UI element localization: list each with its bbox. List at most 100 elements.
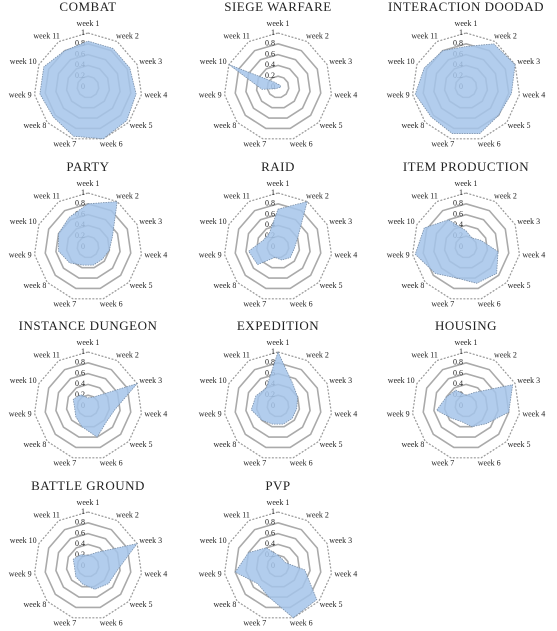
category-label: week 9 [9,250,32,259]
category-label: week 9 [387,409,410,418]
chart-title: PVP [265,478,290,493]
chart-title: COMBAT [59,0,116,14]
category-label: week 6 [290,139,313,148]
category-label: week 8 [213,440,236,449]
chart-title: INTERACTION DOODAD [388,0,544,14]
radar-area [250,350,299,425]
grid-ring [44,202,132,290]
grid-ring [245,213,311,279]
category-label: week 7 [243,139,266,148]
radar-area [234,547,318,619]
category-label: week 1 [77,19,100,28]
r-tick-label: 0.8 [265,358,275,367]
category-label: week 5 [320,121,343,130]
category-label: week 11 [223,510,250,519]
grid-ring [245,53,311,119]
category-label: week 3 [517,217,540,226]
grid-ring [234,202,322,290]
r-tick-label: 1 [81,347,85,356]
radar-area [72,382,139,438]
r-tick-label: 1 [271,28,275,37]
category-label: week 2 [306,31,329,40]
r-tick-label: 0.8 [265,199,275,208]
category-label: week 1 [267,179,290,188]
category-label: week 4 [334,90,357,99]
category-label: week 6 [478,299,501,308]
chart-title: EXPEDITION [237,318,319,333]
r-tick-label: 0.2 [75,550,85,559]
r-tick-label: 0.4 [75,539,85,548]
r-tick-label: 1 [81,28,85,37]
category-label: week 4 [334,250,357,259]
category-label: week 4 [522,409,545,418]
grid-ring [234,521,322,609]
category-label: week 2 [116,191,139,200]
category-label: week 2 [494,350,517,359]
category-label: week 9 [9,409,32,418]
r-tick-label: 1 [271,188,275,197]
category-label: week 4 [334,569,357,578]
chart-title: RAID [261,159,295,174]
category-label: week 8 [401,440,424,449]
category-label: week 5 [130,440,153,449]
chart-title: PARTY [66,159,109,174]
category-label: week 11 [33,350,60,359]
category-label: week 10 [200,536,227,545]
chart-title: ITEM PRODUCTION [403,159,529,174]
category-label: week 8 [401,281,424,290]
category-label: week 10 [200,376,227,385]
category-label: week 5 [130,121,153,130]
category-label: week 2 [494,191,517,200]
r-tick-label: 0.4 [453,379,463,388]
category-label: week 7 [53,618,76,627]
r-tick-label: 0.6 [453,368,463,377]
category-label: week 2 [494,31,517,40]
category-label: week 6 [100,618,123,627]
category-label: week 10 [388,57,415,66]
category-label: week 3 [517,376,540,385]
category-label: week 5 [130,281,153,290]
grid-ring [44,521,132,609]
category-label: week 4 [522,250,545,259]
category-label: week 4 [522,90,545,99]
r-tick-label: 0.6 [75,368,85,377]
category-label: week 6 [290,299,313,308]
category-label: week 2 [306,350,329,359]
category-label: week 3 [139,57,162,66]
category-label: week 4 [144,409,167,418]
category-label: week 1 [267,19,290,28]
category-label: week 1 [455,338,478,347]
r-tick-label: 1 [459,28,463,37]
category-label: week 11 [223,31,250,40]
category-label: week 4 [144,250,167,259]
category-label: week 10 [10,217,37,226]
category-label: week 7 [243,299,266,308]
category-label: week 6 [478,458,501,467]
r-tick-label: 1 [81,507,85,516]
category-label: week 2 [306,191,329,200]
grid-ring [234,361,322,449]
radar-area [414,43,516,135]
category-label: week 9 [387,90,410,99]
category-label: week 11 [33,191,60,200]
category-label: week 5 [508,281,531,290]
grid-ring [44,361,132,449]
category-label: week 11 [223,191,250,200]
category-label: week 6 [100,299,123,308]
category-label: week 10 [200,217,227,226]
r-tick-label: 0.6 [265,368,275,377]
category-label: week 4 [144,90,167,99]
grid-ring [422,361,510,449]
r-tick-label: 0.8 [75,358,85,367]
category-label: week 8 [213,600,236,609]
radar-area [248,201,308,266]
category-label: week 1 [267,498,290,507]
r-tick-label: 0.4 [265,60,275,69]
radar-area [228,64,282,90]
category-label: week 3 [139,376,162,385]
r-tick-label: 1 [81,188,85,197]
